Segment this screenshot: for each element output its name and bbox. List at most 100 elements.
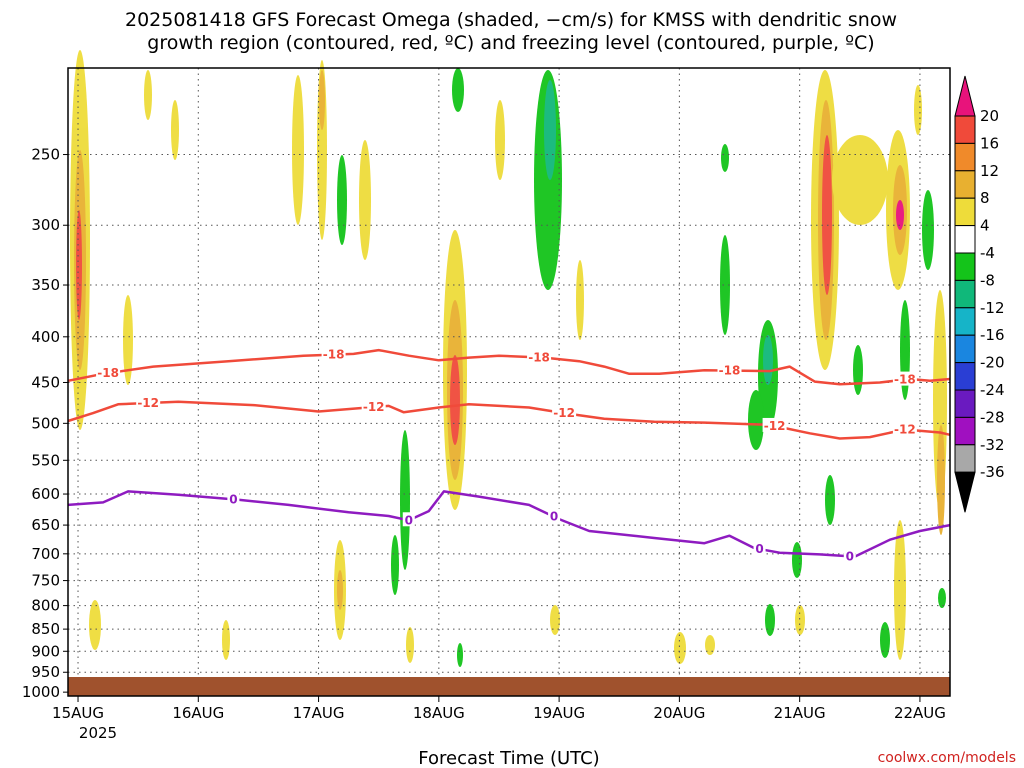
contour-label: -12: [894, 422, 916, 436]
omega-shade-red: [450, 355, 460, 445]
contour-label: -12: [137, 396, 159, 410]
temperature-contours: -18 -18 -18 -18 -18 -12 -12 -12 -12 -12 0 0 0 0 0: [67, 346, 951, 563]
colorbar-swatch: [954, 170, 976, 199]
omega-shade-yellow: [292, 75, 304, 225]
omega-shade-yellow: [171, 100, 179, 160]
omega-shade-teal: [544, 80, 556, 180]
colorbar-label: -4: [980, 244, 995, 262]
colorbar-label: -28: [980, 408, 1005, 426]
colorbar-label: -8: [980, 271, 995, 289]
credit-link[interactable]: coolwx.com/models: [878, 750, 1016, 766]
x-tick-label: 21AUG: [774, 704, 826, 722]
omega-shade-teal: [763, 335, 773, 385]
omega-shade-yellow: [894, 520, 906, 660]
y-tick-label: 1000: [22, 683, 60, 701]
x-tick-label: 18AUG: [413, 704, 465, 722]
x-tick-label: 22AUG: [894, 704, 946, 722]
contour-label: 0: [550, 510, 558, 524]
colorbar-label: -16: [980, 326, 1005, 344]
y-tick-label: 750: [31, 572, 60, 590]
y-tick-label: 500: [31, 414, 60, 432]
contour-label: 0: [846, 549, 854, 563]
contour-label-bg: [762, 417, 787, 432]
contour-label-bg: [548, 508, 561, 523]
x-tick-label: 20AUG: [653, 704, 705, 722]
x-axis-year-label: 2025: [79, 724, 117, 742]
omega-shade-green: [938, 588, 946, 608]
colorbar-label: -36: [980, 463, 1005, 481]
y-tick-label: 550: [31, 451, 60, 469]
colorbar-label: -32: [980, 436, 1005, 454]
contour-label: -12: [363, 400, 385, 414]
y-tick-label: 650: [31, 516, 60, 534]
y-tick-label: 350: [31, 276, 60, 294]
omega-shade-orange: [337, 570, 343, 610]
contour-label-bg: [552, 405, 577, 420]
colorbar-bottom-arrow: [954, 471, 976, 513]
colorbar-label: 8: [980, 189, 990, 207]
omega-shade-green: [853, 345, 863, 395]
contour-label-bg: [227, 491, 240, 506]
omega-shade-yellow: [705, 635, 715, 655]
omega-shade-green: [391, 535, 399, 595]
contour-label: -18: [97, 366, 119, 380]
colorbar-label: 12: [980, 162, 999, 180]
y-tick-label: 700: [31, 545, 60, 563]
omega-shade-yellow: [406, 627, 414, 663]
y-tick-label: 950: [31, 663, 60, 681]
contour-label-bg: [321, 346, 346, 361]
contour-line: [67, 348, 951, 386]
omega-shade-yellow: [144, 70, 152, 120]
colorbar-swatch: [954, 307, 976, 336]
plot-area: -18 -18 -18 -18 -18 -12 -12 -12 -12 -12 0 0 0 0 0: [67, 50, 951, 697]
contour-label: 0: [405, 513, 413, 527]
contour-label: -12: [553, 406, 575, 420]
omega-shade-yellow: [550, 605, 560, 635]
x-tick-label: 19AUG: [533, 704, 585, 722]
x-tick-label: 16AUG: [172, 704, 224, 722]
omega-shade-red: [76, 210, 82, 320]
omega-shade-green: [880, 622, 890, 658]
omega-shade-yellow: [795, 605, 805, 635]
omega-shade-yellow: [495, 100, 505, 180]
omega-shade-green: [748, 390, 764, 450]
x-axis-time: 15AUG 16AUG 17AUG 18AUG 19AUG 20AUG 21AUG 22AUG: [52, 696, 946, 722]
contour-label: -18: [323, 348, 345, 362]
omega-shade-yellow: [222, 620, 230, 660]
contour-label-bg: [96, 365, 121, 380]
y-axis-pressure: 250 300 350 400 450 500 550 600 650 700 750 800 850 9…: [22, 146, 68, 701]
omega-shade-green: [792, 542, 802, 578]
y-tick-label: 300: [31, 216, 60, 234]
colorbar-swatch: [954, 142, 976, 172]
omega-shade-green: [337, 155, 347, 245]
omega-shade-green: [452, 68, 464, 112]
colorbar-swatch: [954, 362, 976, 391]
omega-shade-yellow: [914, 85, 922, 135]
contour-label: -12: [764, 419, 786, 433]
omega-shade-yellow: [89, 600, 101, 650]
contour-label: 0: [229, 492, 237, 506]
contour-label: -18: [719, 364, 741, 378]
chart-title-line-2: growth region (contoured, red, ºC) and f…: [147, 32, 874, 54]
contour-label-bg: [892, 421, 917, 436]
contour-label: -18: [894, 373, 916, 387]
contour-label-bg: [402, 512, 415, 527]
omega-shade-green: [922, 190, 934, 270]
colorbar-label: -12: [980, 299, 1005, 317]
grid-lines: [68, 68, 950, 696]
contour-label-bg: [361, 399, 386, 414]
omega-shade-orange: [319, 70, 325, 130]
contour-label: 0: [755, 542, 763, 556]
omega-shade-yellow: [123, 295, 133, 385]
y-tick-label: 800: [31, 597, 60, 615]
colorbar-swatch: [954, 197, 976, 227]
colorbar-label: 20: [980, 107, 999, 125]
contour-label: -18: [528, 350, 550, 364]
omega-shading: [70, 50, 947, 667]
omega-shade-yellow: [359, 140, 371, 260]
colorbar-swatch: [954, 279, 976, 309]
y-tick-label: 600: [31, 485, 60, 503]
colorbar-label: 4: [980, 217, 990, 235]
contour-label-bg: [136, 395, 161, 410]
